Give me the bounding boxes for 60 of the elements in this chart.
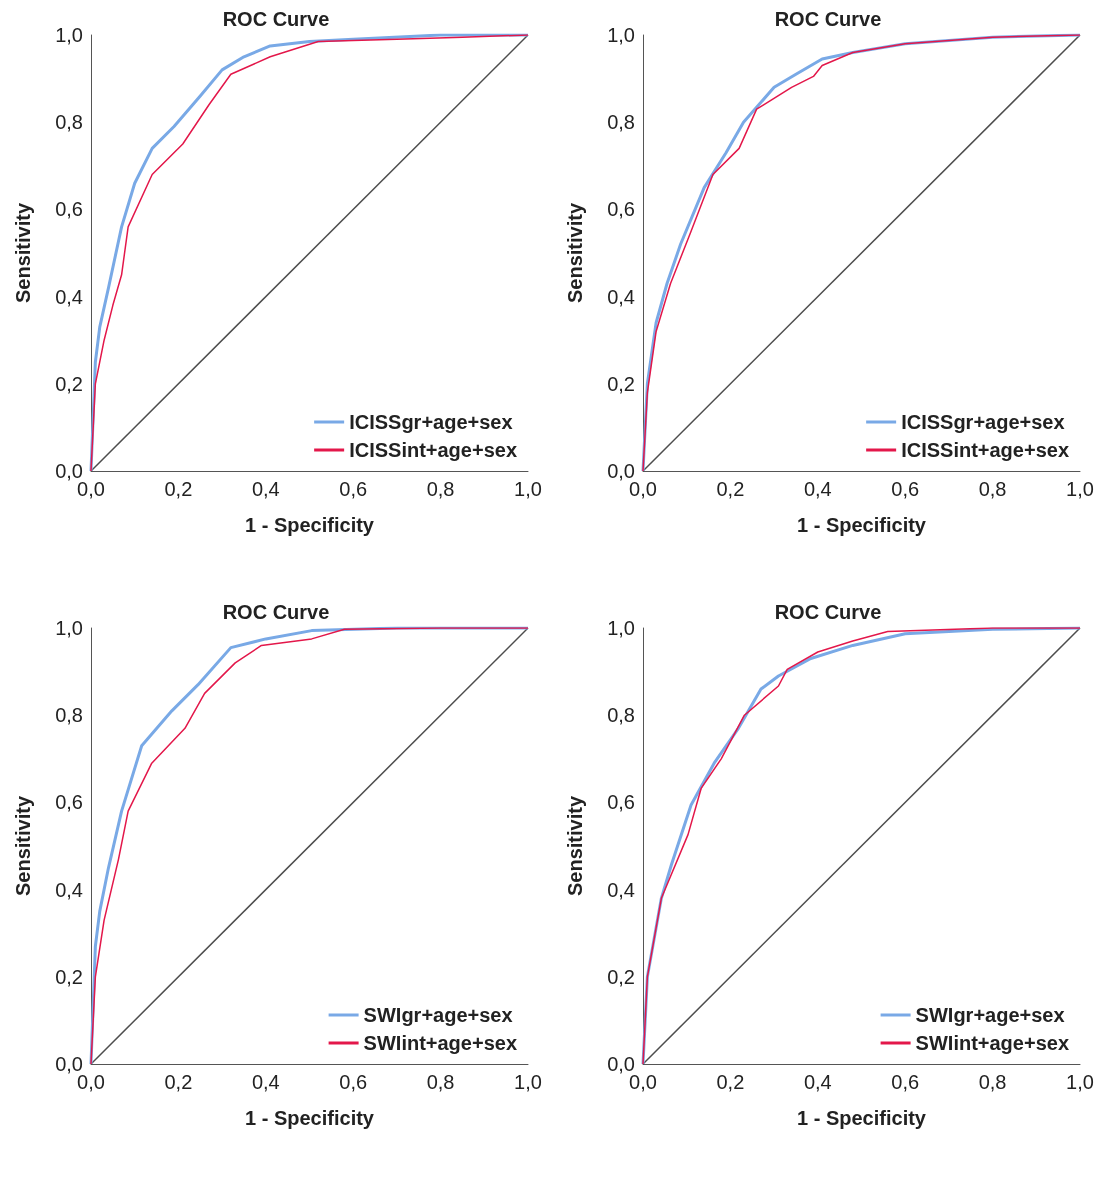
x-tick-label: 0,4 <box>803 478 832 500</box>
legend-label: SWIint+age+sex <box>915 1032 1070 1054</box>
x-tick-label: 0,8 <box>426 1071 455 1093</box>
legend-label: ICISSint+age+sex <box>349 439 518 461</box>
y-tick-label: 0,2 <box>55 965 83 988</box>
legend-label: ICISSgr+age+sex <box>349 411 513 433</box>
y-tick-label: 1,0 <box>55 24 83 46</box>
y-axis-title: Sensitivity <box>12 795 34 897</box>
y-tick-label: 1,0 <box>607 24 635 46</box>
y-axis-title: Sensitivity <box>564 202 586 304</box>
x-tick-label: 0,4 <box>251 1071 280 1093</box>
y-tick-label: 0,4 <box>55 878 83 901</box>
x-tick-label: 0,8 <box>978 1071 1007 1093</box>
x-tick-label: 1,0 <box>1066 478 1094 500</box>
x-tick-label: 0,2 <box>716 478 745 500</box>
legend-label: ICISSgr+age+sex <box>901 411 1065 433</box>
y-tick-label: 0,2 <box>55 372 83 395</box>
chart-title: ROC Curve <box>774 601 882 623</box>
y-tick-label: 0,6 <box>607 791 635 814</box>
y-axis-title: Sensitivity <box>12 202 34 304</box>
x-tick-label: 0,6 <box>339 478 368 500</box>
x-tick-label: 0,8 <box>978 478 1007 500</box>
y-tick-label: 0,4 <box>607 878 635 901</box>
x-tick-label: 0,4 <box>803 1071 832 1093</box>
y-tick-label: 0,6 <box>55 791 83 814</box>
y-tick-label: 0,6 <box>55 198 83 221</box>
y-tick-label: 0,8 <box>55 111 83 134</box>
y-tick-label: 1,0 <box>607 617 635 639</box>
y-tick-label: 0,4 <box>55 285 83 308</box>
x-tick-label: 1,0 <box>1066 1071 1094 1093</box>
legend-label: SWIgr+age+sex <box>915 1004 1065 1026</box>
legend-label: SWIint+age+sex <box>363 1032 518 1054</box>
x-tick-label: 0,2 <box>164 1071 193 1093</box>
x-axis-title: 1 - Specificity <box>245 514 375 536</box>
chart-title: ROC Curve <box>222 601 330 623</box>
x-tick-label: 0,4 <box>251 478 280 500</box>
y-tick-label: 0,8 <box>55 704 83 727</box>
chart-title: ROC Curve <box>222 8 330 30</box>
legend-label: ICISSint+age+sex <box>901 439 1070 461</box>
x-tick-label: 0,2 <box>716 1071 745 1093</box>
y-tick-label: 0,8 <box>607 704 635 727</box>
legend-label: SWIgr+age+sex <box>363 1004 513 1026</box>
y-axis-title: Sensitivity <box>564 795 586 897</box>
x-tick-label: 0,6 <box>891 478 920 500</box>
x-axis-title: 1 - Specificity <box>797 1107 927 1129</box>
x-tick-label: 0,6 <box>339 1071 368 1093</box>
y-tick-label: 0,4 <box>607 285 635 308</box>
y-tick-label: 0,2 <box>607 965 635 988</box>
y-tick-label: 1,0 <box>55 617 83 639</box>
y-tick-label: 0,8 <box>607 111 635 134</box>
x-tick-label: 0,2 <box>164 478 193 500</box>
x-tick-label: 1,0 <box>514 478 542 500</box>
y-tick-label: 0,2 <box>607 372 635 395</box>
x-axis-title: 1 - Specificity <box>797 514 927 536</box>
y-tick-label: 0,6 <box>607 198 635 221</box>
x-tick-label: 1,0 <box>514 1071 542 1093</box>
x-tick-label: 0,6 <box>891 1071 920 1093</box>
x-tick-label: 0,8 <box>426 478 455 500</box>
chart-title: ROC Curve <box>774 8 882 30</box>
x-axis-title: 1 - Specificity <box>245 1107 375 1129</box>
